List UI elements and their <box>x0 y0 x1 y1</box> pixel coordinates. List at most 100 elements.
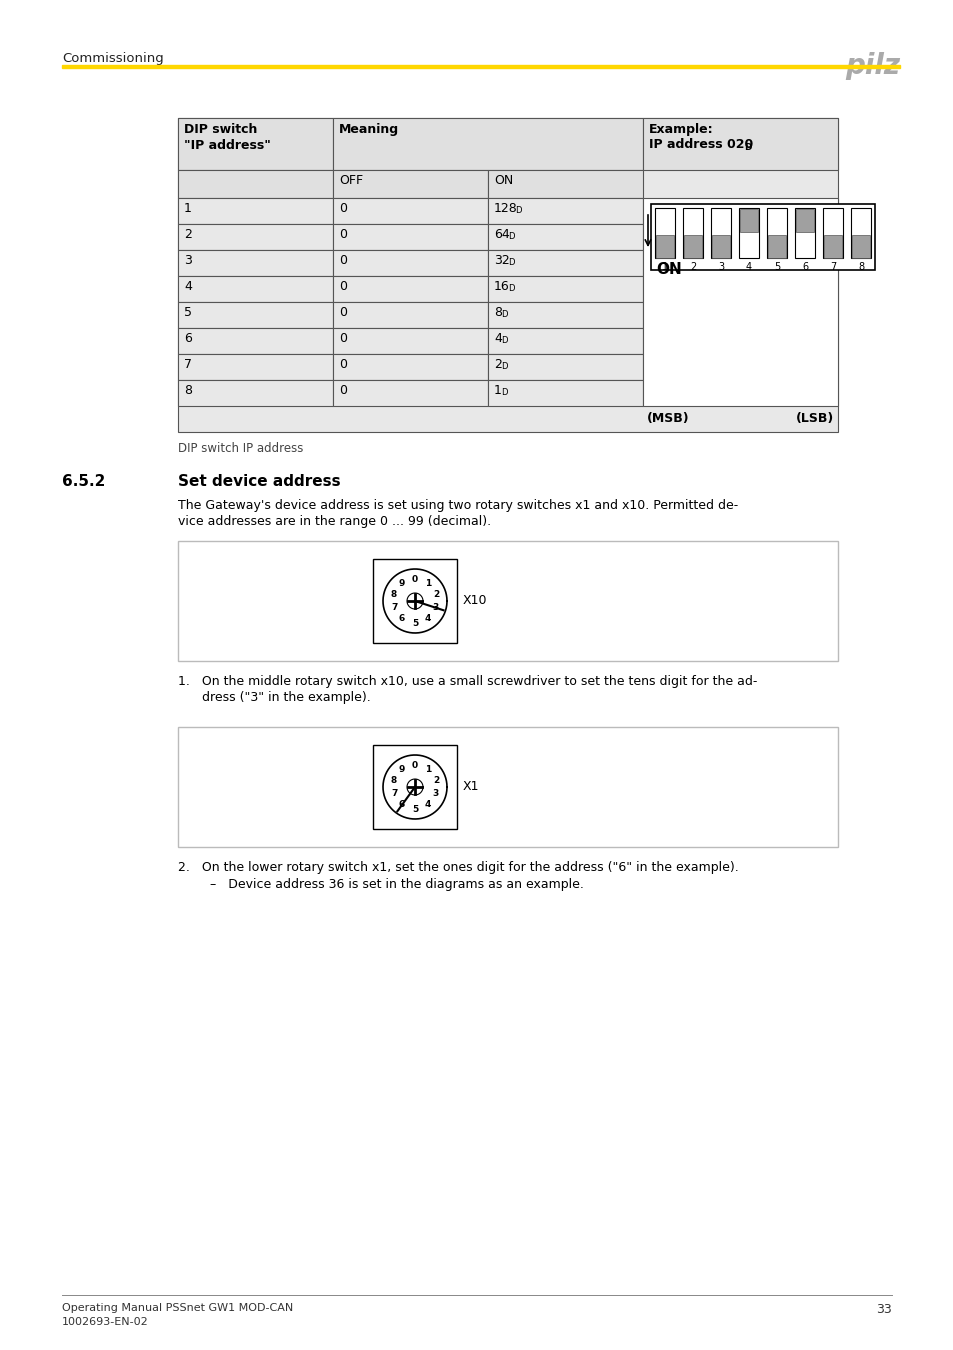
Text: 5: 5 <box>412 618 417 628</box>
Text: 3: 3 <box>184 254 192 267</box>
Text: 0: 0 <box>338 202 347 215</box>
Text: Operating Manual PSSnet GW1 MOD-CAN: Operating Manual PSSnet GW1 MOD-CAN <box>62 1303 293 1314</box>
Bar <box>794 208 814 258</box>
Text: (LSB): (LSB) <box>795 412 833 425</box>
Bar <box>488 198 642 224</box>
Text: "IP address": "IP address" <box>184 139 271 153</box>
Bar <box>178 170 333 198</box>
Text: D: D <box>515 207 521 215</box>
Text: 8: 8 <box>494 306 501 319</box>
Text: 33: 33 <box>876 1303 891 1316</box>
Bar <box>642 117 837 170</box>
Bar <box>710 208 730 258</box>
Text: 2.   On the lower rotary switch x1, set the ones digit for the address ("6" in t: 2. On the lower rotary switch x1, set th… <box>178 861 738 873</box>
Bar <box>650 204 874 270</box>
Text: vice addresses are in the range 0 ... 99 (decimal).: vice addresses are in the range 0 ... 99… <box>178 514 491 528</box>
Text: D: D <box>743 143 751 153</box>
Text: 1.   On the middle rotary switch x10, use a small screwdriver to set the tens di: 1. On the middle rotary switch x10, use … <box>178 675 757 688</box>
Bar <box>178 250 333 275</box>
Bar <box>333 275 488 302</box>
Text: IP address 020: IP address 020 <box>648 138 753 151</box>
Bar <box>178 302 333 328</box>
Bar <box>823 235 841 258</box>
Text: 8: 8 <box>391 776 396 784</box>
Bar <box>178 541 837 662</box>
Text: 5: 5 <box>184 306 192 319</box>
Text: 6: 6 <box>801 262 807 271</box>
Text: 0: 0 <box>338 358 347 371</box>
Text: D: D <box>508 284 515 293</box>
Text: 32: 32 <box>494 254 509 267</box>
Bar <box>488 224 642 250</box>
Text: 1: 1 <box>424 579 431 587</box>
Bar <box>373 745 456 829</box>
Bar <box>333 224 488 250</box>
Text: 3: 3 <box>433 603 438 613</box>
Bar <box>178 224 333 250</box>
Bar <box>373 559 456 643</box>
Text: Meaning: Meaning <box>338 123 398 136</box>
Bar <box>850 208 870 258</box>
Text: The Gateway's device address is set using two rotary switches x1 and x10. Permit: The Gateway's device address is set usin… <box>178 500 738 512</box>
Text: Commissioning: Commissioning <box>62 53 164 65</box>
Text: 0: 0 <box>338 383 347 397</box>
Bar <box>62 65 899 68</box>
Bar <box>740 209 758 232</box>
Text: 8: 8 <box>184 383 192 397</box>
Text: 6: 6 <box>398 801 405 809</box>
Text: 8: 8 <box>391 590 396 598</box>
Bar <box>178 354 333 379</box>
Bar <box>333 170 488 198</box>
Text: 7: 7 <box>391 603 396 613</box>
Text: 16: 16 <box>494 279 509 293</box>
Text: X1: X1 <box>462 780 479 794</box>
Bar <box>711 235 729 258</box>
Text: 0: 0 <box>338 254 347 267</box>
Text: DIP switch: DIP switch <box>184 123 257 136</box>
Text: 2: 2 <box>689 262 696 271</box>
Bar <box>656 235 673 258</box>
Text: 1: 1 <box>424 764 431 774</box>
Bar <box>333 354 488 379</box>
Text: 3: 3 <box>433 790 438 798</box>
Text: pilz: pilz <box>844 53 899 80</box>
Text: 6: 6 <box>398 614 405 624</box>
Bar <box>178 198 333 224</box>
Text: 0: 0 <box>338 279 347 293</box>
Text: 7: 7 <box>391 790 396 798</box>
Bar <box>178 328 333 354</box>
Text: Example:: Example: <box>648 123 713 136</box>
Text: OFF: OFF <box>338 174 363 188</box>
Text: 1: 1 <box>661 262 667 271</box>
Text: 2: 2 <box>433 590 438 598</box>
Text: 3: 3 <box>718 262 723 271</box>
Text: 9: 9 <box>398 579 405 587</box>
Bar <box>333 328 488 354</box>
Text: 1002693-EN-02: 1002693-EN-02 <box>62 1318 149 1327</box>
Text: DIP switch IP address: DIP switch IP address <box>178 441 303 455</box>
Bar <box>178 379 333 406</box>
Text: D: D <box>508 258 515 267</box>
Text: D: D <box>500 336 507 346</box>
Text: 4: 4 <box>745 262 751 271</box>
Text: 4: 4 <box>424 614 431 624</box>
Text: 6: 6 <box>184 332 192 346</box>
Text: 8: 8 <box>857 262 863 271</box>
Bar <box>795 209 813 232</box>
Text: D: D <box>500 362 507 371</box>
Bar <box>488 379 642 406</box>
Text: 0: 0 <box>338 332 347 346</box>
Text: D: D <box>500 387 507 397</box>
Text: 0: 0 <box>338 228 347 242</box>
Text: 0: 0 <box>412 575 417 583</box>
Text: 5: 5 <box>412 805 417 814</box>
Bar <box>488 275 642 302</box>
Bar <box>767 235 785 258</box>
Text: 0: 0 <box>412 760 417 770</box>
Bar <box>333 379 488 406</box>
Bar <box>488 302 642 328</box>
Bar <box>488 250 642 275</box>
Bar <box>178 728 837 846</box>
Bar <box>333 250 488 275</box>
Text: 1: 1 <box>494 383 501 397</box>
